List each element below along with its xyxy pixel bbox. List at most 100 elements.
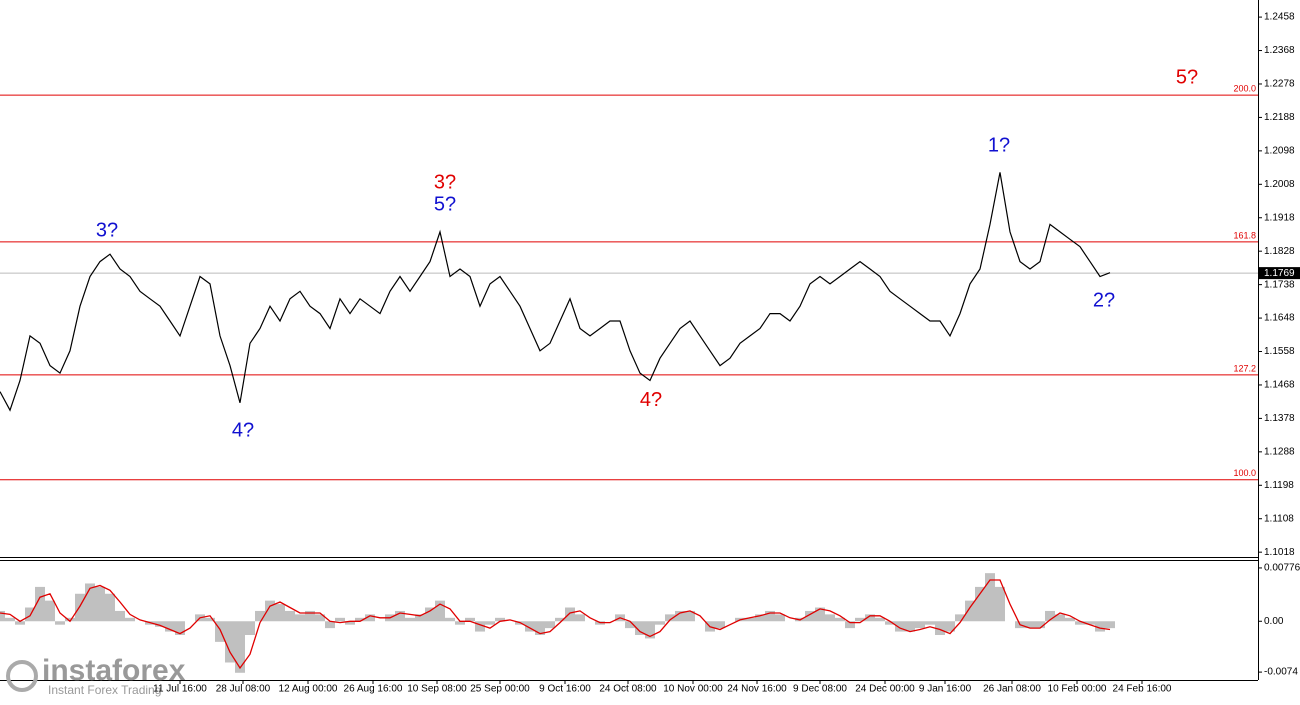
x-tick-label: 24 Dec 00:00 [855,684,915,695]
histogram-bar [825,614,835,622]
x-tick-label: 10 Feb 00:00 [1048,684,1107,695]
histogram-bar [395,610,405,622]
x-tick-label: 12 Aug 00:00 [279,684,338,695]
x-tick-label: 10 Nov 00:00 [663,684,723,695]
histogram-bar [775,614,785,622]
x-tick-label: 26 Jan 08:00 [983,684,1041,695]
histogram-bar [5,617,15,622]
histogram-bar [905,621,915,632]
histogram-bar [475,621,485,632]
wave-label: 1? [988,134,1010,156]
histogram-bar [365,614,375,622]
y-tick-label: 0.00776 [1264,563,1300,574]
histogram-bar [305,610,315,622]
fibo-level-label: 200.0 [1233,83,1256,93]
histogram-bar [1095,621,1105,632]
histogram-bar [295,614,305,622]
logo-icon [6,660,38,692]
histogram-bar [1085,621,1095,625]
x-tick-label: 24 Oct 08:00 [599,684,657,695]
x-tick-label: 25 Sep 00:00 [470,684,530,695]
y-tick-label: 1.1648 [1264,313,1295,324]
y-tick-label: 1.2458 [1264,12,1295,23]
histogram-bar [635,621,645,635]
y-tick-label: 1.2098 [1264,146,1295,157]
y-tick-label: -0.0074 [1264,667,1298,678]
x-tick-label: 10 Sep 08:00 [407,684,467,695]
y-tick-label: 1.2368 [1264,45,1295,56]
histogram-bar [1105,621,1115,629]
histogram-bar [205,617,215,622]
histogram-bar [965,600,975,622]
histogram-bar [685,610,695,622]
histogram-bar [1055,614,1065,622]
y-tick-label: 0.00 [1264,616,1284,627]
histogram-bar [445,617,455,622]
histogram-bar [0,610,5,622]
histogram-bar [955,614,965,622]
histogram-bar [235,621,245,673]
y-tick-label: 1.1738 [1264,279,1295,290]
histogram-bar [25,607,35,622]
histogram-bar [765,610,775,622]
y-tick-label: 1.1558 [1264,346,1295,357]
fibo-level-label: 127.2 [1233,363,1256,373]
histogram-bar [715,621,725,629]
histogram-bar [945,621,955,632]
y-tick-label: 1.1198 [1264,480,1294,491]
histogram-bar [845,621,855,629]
histogram-bar [125,617,135,622]
histogram-bar [1075,621,1085,625]
histogram-bar [115,610,125,622]
histogram-bar [835,617,845,622]
wave-label: 4? [640,389,662,411]
x-tick-label: 26 Aug 16:00 [344,684,403,695]
y-tick-label: 1.1828 [1264,246,1295,257]
histogram-bar [325,621,335,629]
wave-label: 5? [1176,66,1198,88]
y-tick-label: 1.1918 [1264,212,1295,223]
y-tick-label: 1.2188 [1264,112,1295,123]
wave-label: 3? [434,171,456,193]
histogram-bar [245,621,255,635]
histogram-bar [345,621,355,625]
histogram-bar [45,600,55,622]
y-tick-label: 1.1018 [1264,547,1295,558]
histogram-bar [335,617,345,622]
histogram-bar [555,617,565,622]
histogram-bar [745,617,755,622]
histogram-bar [285,610,295,622]
histogram-bar [165,621,175,632]
histogram-bar [805,610,815,622]
histogram-bar [415,614,425,622]
histogram-bar [975,586,985,622]
histogram-bar [1035,621,1045,629]
histogram-bar [665,614,675,622]
histogram-bar [495,617,505,622]
histogram-bar [85,583,95,622]
histogram-bar [215,621,225,642]
x-tick-label: 9 Jan 16:00 [919,684,972,695]
histogram-bar [15,621,25,625]
histogram-bar [935,621,945,635]
histogram-bar [275,604,285,622]
histogram-bar [675,610,685,622]
histogram-bar [855,617,865,622]
histogram-bar [915,621,925,629]
histogram-bar [865,614,875,622]
y-tick-label: 1.1378 [1264,413,1295,424]
x-tick-label: 28 Jul 08:00 [216,684,271,695]
y-tick-label: 1.1108 [1264,513,1294,524]
histogram-bar [545,621,555,629]
x-tick-label: 9 Oct 16:00 [539,684,591,695]
histogram-bar [155,621,165,627]
signal-line [0,579,1111,670]
x-tick-label: 11 Jul 16:00 [153,684,207,695]
histogram-bar [575,614,585,622]
wave-label: 3? [96,219,118,241]
x-tick-label: 24 Feb 16:00 [1113,684,1172,695]
price-line [0,172,1111,412]
histogram-bar [985,573,995,622]
histogram-bar [255,610,265,622]
